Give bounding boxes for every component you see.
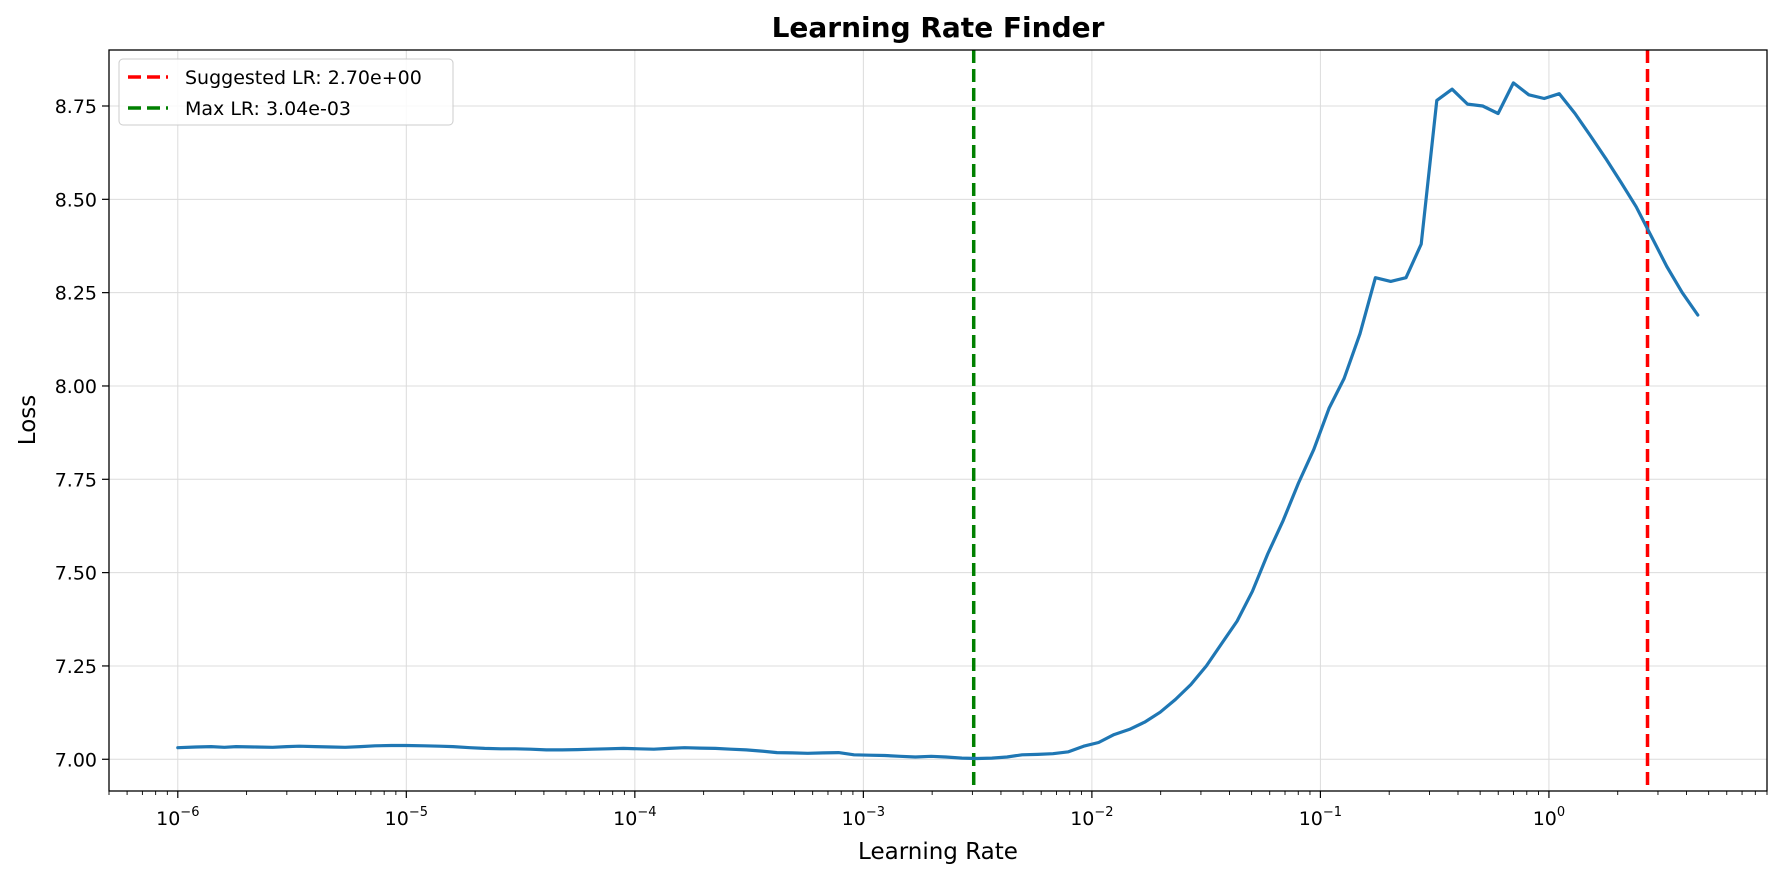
x-tick-label: 10−4 <box>613 805 656 830</box>
legend-label: Max LR: 3.04e-03 <box>185 98 351 120</box>
x-tick-base: 10 <box>1533 808 1557 830</box>
x-tick-label: 10−3 <box>842 805 885 830</box>
x-axis-label: Learning Rate <box>858 839 1018 865</box>
x-tick-label: 10−2 <box>1070 805 1113 830</box>
chart-title: Learning Rate Finder <box>772 11 1105 44</box>
y-tick-layer: 7.00 7.25 7.50 7.75 8.00 8.25 8.50 8.75 <box>55 96 109 771</box>
loss-curve <box>176 81 1700 761</box>
x-tick-label: 100 <box>1533 805 1565 830</box>
y-tick-label: 8.00 <box>55 376 97 398</box>
y-tick-label: 8.25 <box>55 283 97 305</box>
x-tick-exponent: 0 <box>1557 805 1565 820</box>
x-tick-base: 10 <box>1299 808 1323 830</box>
x-tick-base: 10 <box>156 808 180 830</box>
x-tick-exponent: −2 <box>1094 805 1113 820</box>
x-tick-exponent: −5 <box>409 805 428 820</box>
x-tick-exponent: −4 <box>637 805 656 820</box>
y-tick-label: 8.50 <box>55 189 97 211</box>
y-tick-label: 7.00 <box>55 749 97 771</box>
legend-box <box>118 58 454 126</box>
x-tick-exponent: −1 <box>1323 805 1342 820</box>
series-layer <box>176 81 1700 761</box>
y-tick-label: 8.75 <box>55 96 97 118</box>
x-tick-base: 10 <box>1070 808 1094 830</box>
grid-layer <box>109 50 1767 791</box>
y-tick-label: 7.75 <box>55 469 97 491</box>
y-tick-label: 7.50 <box>55 563 97 585</box>
y-tick-label: 7.25 <box>55 656 97 678</box>
x-tick-exponent: −3 <box>866 805 885 820</box>
x-tick-base: 10 <box>842 808 866 830</box>
x-tick-base: 10 <box>385 808 409 830</box>
x-tick-label: 10−5 <box>385 805 428 830</box>
x-tick-layer: 10−6 10−5 10−4 10−3 10−2 10−1 100 <box>108 791 1768 830</box>
x-tick-base: 10 <box>613 808 637 830</box>
plot-frame <box>108 49 1768 792</box>
legend-label: Suggested LR: 2.70e+00 <box>185 67 422 89</box>
x-tick-exponent: −6 <box>180 805 199 820</box>
vline-layer <box>971 50 1650 791</box>
x-tick-label: 10−1 <box>1299 805 1342 830</box>
y-axis-label: Loss <box>15 395 41 445</box>
x-tick-label: 10−6 <box>156 805 199 830</box>
legend: Suggested LR: 2.70e+00 Max LR: 3.04e-03 <box>118 58 454 126</box>
